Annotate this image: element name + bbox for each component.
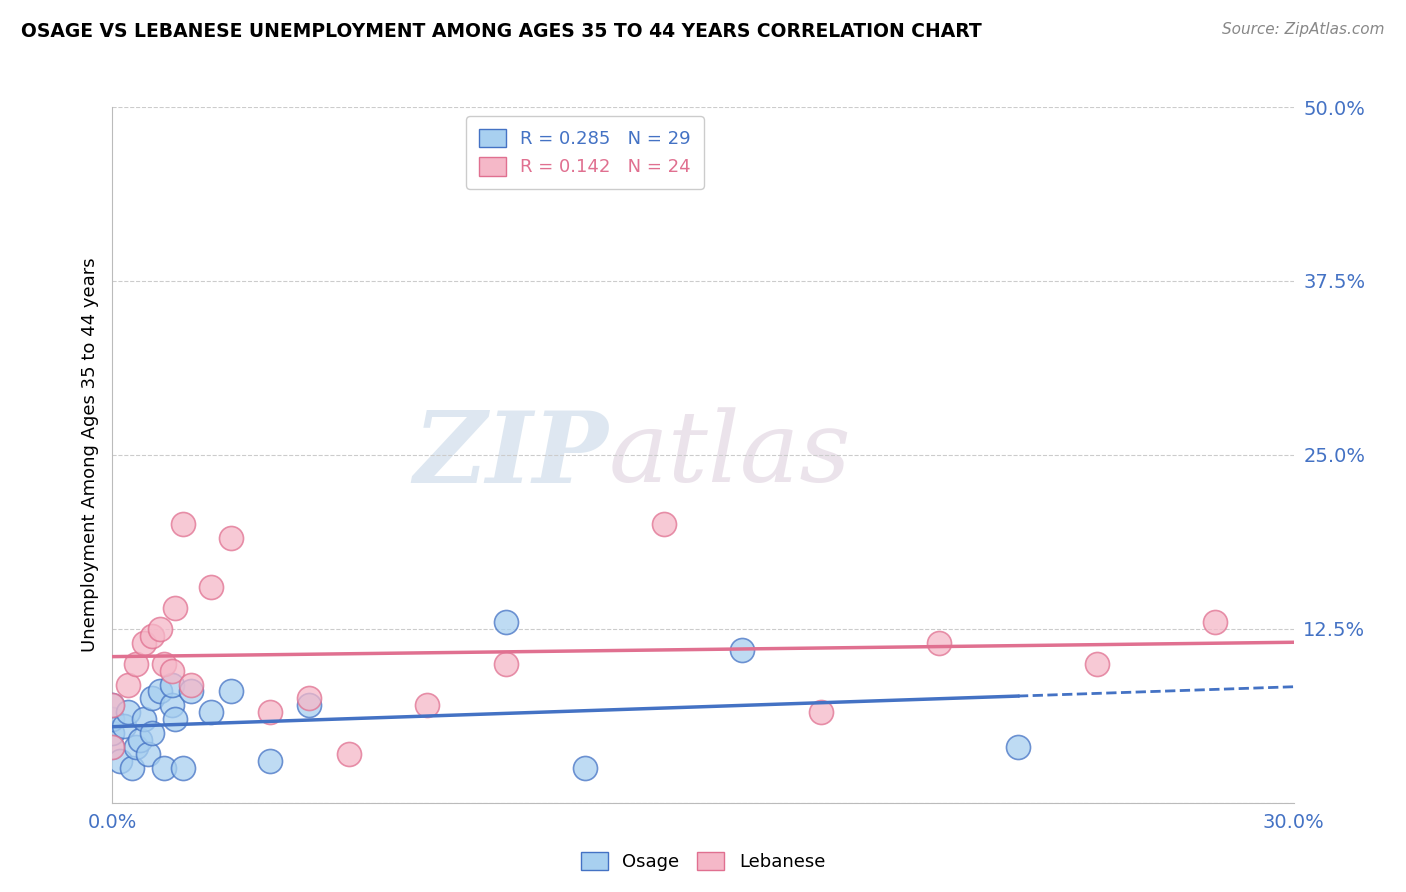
Point [928,636,950,650]
Point [132,636,155,650]
Point [200,580,222,594]
Point [200,706,222,720]
Point [152,761,174,775]
Point [101,740,124,755]
Point [125,740,148,755]
Point [160,677,183,691]
Point [136,747,159,761]
Point [337,747,360,761]
Text: Source: ZipAtlas.com: Source: ZipAtlas.com [1222,22,1385,37]
Point [731,642,754,657]
Point [152,657,174,671]
Point [574,761,596,775]
Point [298,698,321,713]
Point [117,677,139,691]
Point [110,754,132,768]
Point [495,615,517,629]
Point [810,706,832,720]
Point [132,712,155,726]
Text: ZIP: ZIP [413,407,609,503]
Point [101,712,124,726]
Point [652,517,675,532]
Point [219,532,242,546]
Point [416,698,439,713]
Point [160,664,183,678]
Point [172,761,194,775]
Point [149,684,172,698]
Point [160,698,183,713]
Point [101,740,124,755]
Point [101,698,124,713]
Point [129,733,152,747]
Point [141,726,163,740]
Point [259,706,281,720]
Point [298,691,321,706]
Point [1007,740,1029,755]
Legend: R = 0.285   N = 29, R = 0.142   N = 24: R = 0.285 N = 29, R = 0.142 N = 24 [467,116,703,189]
Legend: Osage, Lebanese: Osage, Lebanese [574,845,832,879]
Point [141,691,163,706]
Point [117,706,139,720]
Point [125,657,148,671]
Point [101,726,124,740]
Text: atlas: atlas [609,408,851,502]
Point [180,677,202,691]
Point [149,622,172,636]
Point [121,761,143,775]
Point [1204,615,1226,629]
Point [259,754,281,768]
Y-axis label: Unemployment Among Ages 35 to 44 years: Unemployment Among Ages 35 to 44 years [80,258,98,652]
Point [112,719,135,733]
Point [219,684,242,698]
Point [141,629,163,643]
Point [165,601,187,615]
Point [495,657,517,671]
Point [101,698,124,713]
Point [165,712,187,726]
Text: OSAGE VS LEBANESE UNEMPLOYMENT AMONG AGES 35 TO 44 YEARS CORRELATION CHART: OSAGE VS LEBANESE UNEMPLOYMENT AMONG AGE… [21,22,981,41]
Point [1085,657,1108,671]
Point [180,684,202,698]
Point [172,517,194,532]
